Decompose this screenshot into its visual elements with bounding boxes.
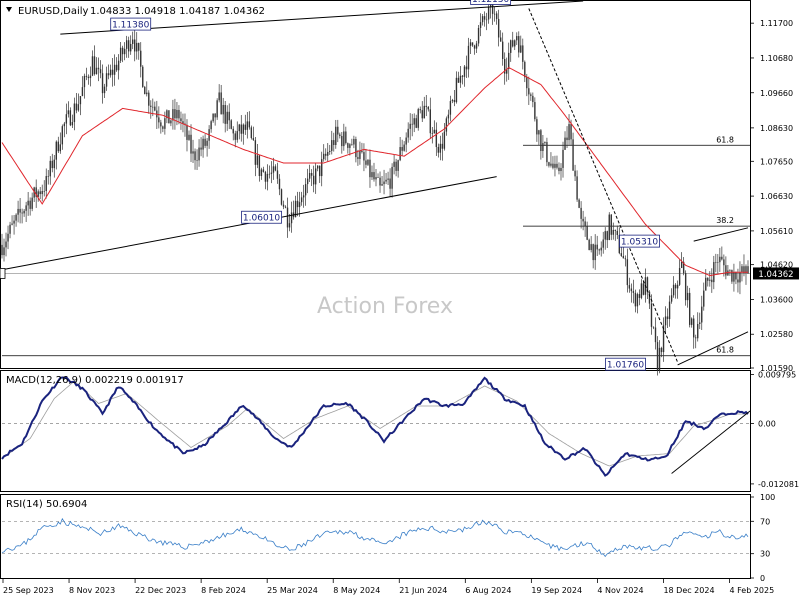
axis-layer: 1.11700 1.10680 1.09660 1.08630 1.07650 1.066… (0, 19, 799, 595)
trendline (677, 331, 749, 366)
price-tick-label: 1.06630 (760, 192, 793, 201)
rsi-layer (1, 517, 750, 558)
date-tick-label: 18 Dec 2024 (663, 586, 714, 595)
rsi-line (1, 517, 749, 558)
annotation-box (619, 234, 660, 248)
annotation-label: 1.11380 (112, 21, 149, 31)
date-tick-label: 19 Sep 2024 (531, 586, 582, 595)
price-pane-frame (0, 0, 751, 369)
symbol-label: EURUSD,Daily (18, 6, 89, 17)
fib-level-label: 61.8 (716, 346, 734, 355)
moving-average-line (1, 66, 748, 277)
date-tick-label: 4 Nov 2024 (597, 586, 643, 595)
macd-tick-label: 0.00 (758, 420, 776, 429)
price-tick-label: 1.02580 (760, 330, 793, 339)
annotation-box (605, 357, 646, 371)
price-tick-label: 1.01590 (760, 364, 793, 373)
last-price-label: 1.04362 (758, 270, 793, 280)
price-tick-label: 1.08630 (760, 124, 793, 133)
annotation-label: 1.06010 (243, 214, 280, 224)
trendline (528, 8, 679, 363)
date-tick-label: 6 Aug 2024 (465, 586, 511, 595)
rsi-tick-label: 30 (760, 550, 770, 559)
annotation-box (470, 0, 512, 5)
price-tick-label: 1.03600 (760, 295, 793, 304)
rsi-tick-label: 70 (760, 517, 770, 526)
rsi-label: RSI(14) 50.6904 (6, 499, 87, 510)
price-tick-label: 1.09660 (760, 89, 793, 98)
macd-tick-label: -0.012081 (758, 480, 799, 489)
annotation-label: 1.12130 (472, 0, 509, 5)
rsi-pane-frame (0, 494, 751, 579)
fib-level-label: 38.2 (716, 216, 734, 225)
date-tick-label: 21 Jun 2024 (399, 586, 447, 595)
price-tick-label: 1.04620 (760, 261, 793, 270)
date-tick-label: 8 Feb 2024 (201, 586, 246, 595)
macd-line (1, 376, 749, 477)
collapse-arrow-icon[interactable] (6, 7, 12, 12)
date-tick-label: 8 Nov 2023 (69, 586, 115, 595)
price-annotation: 1.05310 (619, 234, 660, 248)
price-annotation: 1.12130 (470, 0, 512, 5)
macd-layer (1, 376, 751, 477)
rsi-tick-label: 100 (760, 493, 775, 502)
macd-trendline (671, 410, 751, 474)
trendline (693, 227, 749, 242)
date-tick-label: 25 Sep 2023 (3, 586, 54, 595)
price-tick-label: 1.05610 (760, 227, 793, 236)
rsi-tick-label: 0 (760, 574, 765, 583)
price-layer: 61.8 38.2 61.8 1.11380 1.12130 1.06010 1.05310… (1, 0, 750, 376)
macd-label: MACD(12,26,9) 0.002219 0.001917 (6, 375, 184, 386)
price-tick-label: 1.10680 (760, 54, 793, 63)
ohlc-readout: 1.04833 1.04918 1.04187 1.04362 (90, 6, 265, 17)
price-tick-label: 1.11700 (760, 19, 793, 28)
annotation-label: 1.01760 (607, 361, 644, 371)
date-tick-label: 8 May 2024 (333, 586, 380, 595)
annotation-box (110, 17, 152, 31)
date-tick-label: 22 Dec 2023 (135, 586, 186, 595)
watermark: Action Forex (317, 294, 453, 319)
annotation-box (241, 210, 282, 224)
date-tick-label: 25 Mar 2024 (267, 586, 318, 595)
last-price-tag (753, 267, 799, 280)
price-annotation: 1.11380 (110, 17, 152, 31)
price-edge-marker (0, 268, 6, 279)
price-tick-label: 1.07650 (760, 157, 793, 166)
fib-level-label: 61.8 (716, 135, 734, 144)
price-annotation: 1.01760 (605, 357, 646, 371)
annotation-label: 1.05310 (621, 238, 658, 248)
date-tick-label: 4 Feb 2025 (729, 586, 774, 595)
macd-tick-label: 0.009795 (758, 371, 796, 380)
macd-pane-frame (0, 370, 751, 492)
price-annotation: 1.06010 (241, 210, 282, 224)
